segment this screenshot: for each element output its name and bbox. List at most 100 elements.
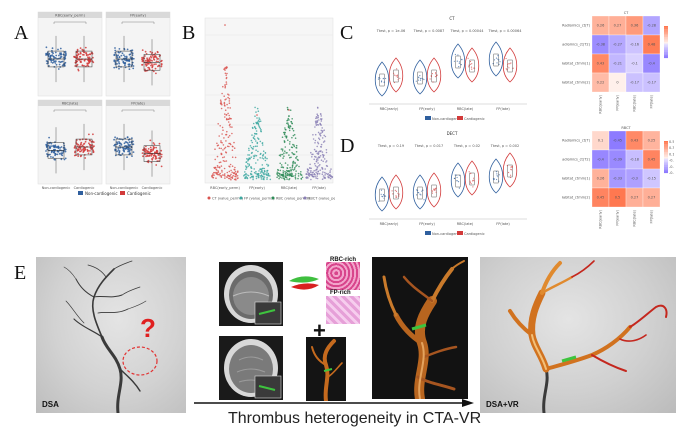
data-point bbox=[290, 169, 293, 172]
heatmap-cell bbox=[642, 187, 661, 208]
data-point bbox=[255, 122, 258, 124]
data-point bbox=[117, 54, 119, 57]
data-point bbox=[255, 177, 258, 180]
data-point bbox=[258, 125, 260, 127]
data-point bbox=[64, 148, 67, 151]
data-point bbox=[471, 63, 473, 65]
data-point bbox=[54, 51, 57, 54]
data-point bbox=[79, 150, 81, 153]
data-point bbox=[434, 187, 436, 190]
data-point bbox=[431, 190, 433, 192]
data-point bbox=[219, 161, 222, 163]
data-point bbox=[398, 195, 400, 197]
data-point bbox=[248, 163, 251, 166]
data-point bbox=[505, 68, 507, 70]
heatmap-cell-value: 0.27 bbox=[631, 196, 639, 200]
data-point bbox=[266, 171, 268, 173]
data-point bbox=[320, 146, 323, 148]
data-point bbox=[281, 166, 284, 168]
outlier-point bbox=[224, 24, 226, 26]
data-point bbox=[266, 169, 268, 172]
legend-swatch bbox=[271, 196, 275, 200]
panel-d-heatmap: RBCT Radiomics_ct(T) 0.1 -0.45 0.43 0.25 Radio… bbox=[562, 126, 674, 229]
data-point bbox=[288, 171, 291, 173]
data-point bbox=[228, 165, 230, 167]
data-point bbox=[395, 75, 397, 77]
data-point bbox=[253, 171, 256, 174]
data-point bbox=[64, 150, 67, 153]
data-point bbox=[132, 143, 135, 146]
data-point bbox=[86, 148, 89, 151]
data-point bbox=[88, 142, 90, 145]
data-point bbox=[315, 124, 318, 126]
data-point bbox=[262, 153, 265, 156]
heatmap-cell-value: -0.39 bbox=[613, 158, 622, 162]
data-point bbox=[317, 124, 320, 126]
colorbar-tick: 0.5 bbox=[669, 140, 674, 144]
data-point bbox=[311, 156, 313, 158]
data-point bbox=[131, 155, 133, 158]
data-point bbox=[473, 180, 475, 182]
data-point bbox=[218, 161, 221, 164]
data-point bbox=[151, 158, 154, 161]
data-point bbox=[321, 131, 324, 134]
data-point bbox=[398, 193, 400, 195]
data-point bbox=[154, 158, 157, 160]
data-point bbox=[399, 77, 401, 79]
data-point bbox=[263, 176, 266, 178]
data-point bbox=[296, 158, 299, 161]
data-point bbox=[470, 183, 472, 185]
data-point bbox=[329, 171, 331, 174]
data-point bbox=[288, 143, 291, 145]
data-point bbox=[429, 78, 431, 80]
data-point bbox=[287, 164, 289, 166]
data-point bbox=[319, 123, 322, 126]
data-point bbox=[282, 175, 285, 178]
significance-bracket bbox=[121, 21, 155, 24]
data-point bbox=[262, 150, 265, 152]
data-point bbox=[258, 126, 261, 128]
data-point bbox=[243, 175, 245, 177]
data-point bbox=[497, 176, 499, 178]
outlier-point bbox=[256, 114, 258, 116]
data-point bbox=[144, 50, 147, 53]
heatmap-cell-value: -0.28 bbox=[647, 24, 656, 28]
data-point bbox=[315, 123, 317, 125]
data-point bbox=[312, 134, 314, 136]
data-point bbox=[117, 51, 120, 53]
data-point bbox=[254, 145, 257, 148]
data-point bbox=[509, 63, 511, 65]
violin-box bbox=[455, 174, 461, 188]
heatmap-cell-value: -0.17 bbox=[647, 81, 656, 85]
data-point bbox=[59, 147, 61, 149]
data-point bbox=[247, 174, 250, 177]
data-point bbox=[82, 147, 85, 150]
data-point bbox=[282, 157, 284, 159]
data-point bbox=[512, 67, 514, 69]
data-point bbox=[233, 141, 235, 144]
data-point bbox=[254, 154, 256, 157]
colorbar-segment bbox=[664, 165, 668, 167]
data-point bbox=[262, 158, 265, 160]
data-point bbox=[88, 60, 90, 63]
data-point bbox=[314, 162, 316, 165]
heatmap-cell-value: -0.21 bbox=[613, 62, 622, 66]
data-point bbox=[317, 141, 319, 144]
data-point bbox=[217, 144, 220, 146]
data-point bbox=[308, 173, 311, 175]
significance-bracket bbox=[53, 21, 87, 24]
data-point bbox=[154, 55, 157, 58]
data-point bbox=[266, 176, 268, 179]
colorbar-segment bbox=[664, 29, 668, 31]
data-point bbox=[153, 63, 156, 66]
data-point bbox=[224, 86, 226, 89]
data-point bbox=[118, 61, 120, 63]
data-point bbox=[234, 166, 236, 169]
data-point bbox=[82, 53, 84, 56]
group-label: Cardiogenic bbox=[142, 186, 163, 190]
colorbar-segment bbox=[664, 163, 668, 166]
data-point bbox=[282, 170, 284, 172]
plus-sign: + bbox=[313, 318, 326, 343]
data-point bbox=[468, 66, 470, 68]
data-point bbox=[282, 171, 285, 174]
